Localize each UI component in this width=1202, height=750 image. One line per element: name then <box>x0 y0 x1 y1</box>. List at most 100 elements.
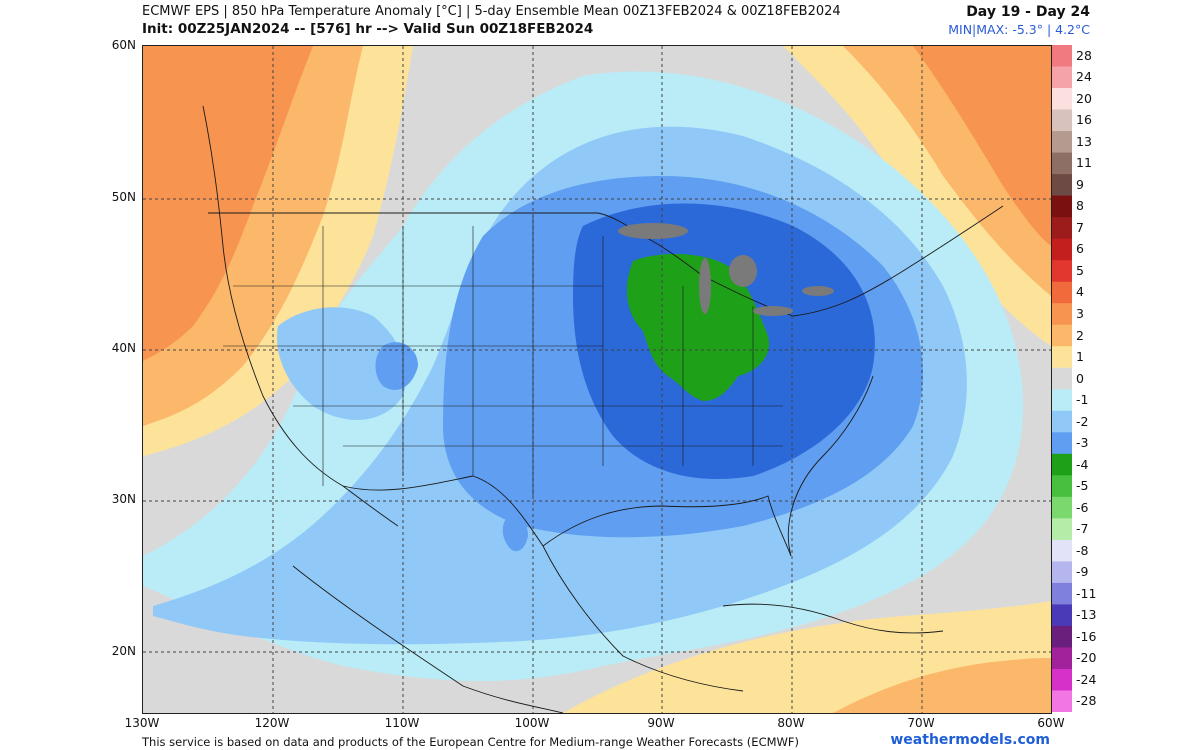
great-lakes <box>618 223 834 316</box>
colorbar-label: 16 <box>1076 112 1092 128</box>
colorbar <box>1052 45 1072 712</box>
colorbar-label: -20 <box>1076 650 1097 666</box>
lake-michigan <box>699 258 711 314</box>
lon-label-60w: 60W <box>1037 716 1065 730</box>
colorbar-swatch <box>1052 346 1072 369</box>
colorbar-label: 13 <box>1076 133 1092 149</box>
colorbar-label: 8 <box>1076 198 1084 214</box>
colorbar-label: -16 <box>1076 628 1097 644</box>
day-range-label: Day 19 - Day 24 <box>966 4 1090 20</box>
state-lines-horizontal <box>223 285 783 447</box>
us-mexico-border <box>342 475 544 547</box>
colorbar-label: -11 <box>1076 585 1097 601</box>
colorbar-label: 7 <box>1076 219 1084 235</box>
colorbar-label: 3 <box>1076 306 1084 321</box>
colorbar-swatch <box>1052 281 1072 304</box>
colorbar-label: 1 <box>1076 349 1084 364</box>
anomaly-minus3-rockies <box>375 342 418 390</box>
west-coastline <box>202 105 399 527</box>
colorbar-label: 4 <box>1076 284 1084 300</box>
colorbar-swatch <box>1052 604 1072 627</box>
colorbar-swatch <box>1052 625 1072 648</box>
colorbar-swatch <box>1052 88 1072 111</box>
graticule <box>143 46 1051 713</box>
colorbar-label: 20 <box>1076 90 1092 106</box>
lake-superior <box>618 223 688 239</box>
colorbar-swatch <box>1052 174 1072 197</box>
lake-erie <box>753 306 793 316</box>
colorbar-label: 0 <box>1076 370 1084 386</box>
gulf-atlantic-coast <box>542 375 874 557</box>
colorbar-label: -2 <box>1076 413 1089 429</box>
anomaly-map <box>142 45 1052 714</box>
state-lines <box>322 216 754 496</box>
colorbar-swatch <box>1052 66 1072 89</box>
anomaly-se-plus2 <box>833 658 1051 713</box>
colorbar-label: -8 <box>1076 542 1089 558</box>
colorbar-label: -13 <box>1076 607 1097 623</box>
lon-label-130w: 130W <box>124 716 160 730</box>
colorbar-swatch <box>1052 303 1072 326</box>
colorbar-swatch <box>1052 453 1072 476</box>
lat-label-50n: 50N <box>111 190 136 204</box>
footer-attribution: This service is based on data and produc… <box>142 735 799 749</box>
colorbar-swatch <box>1052 367 1072 390</box>
min-max-label: MIN|MAX: -5.3° | 4.2°C <box>948 22 1090 37</box>
cuba-outline <box>722 603 944 634</box>
colorbar-label: 9 <box>1076 176 1084 192</box>
colorbar-label: 5 <box>1076 262 1084 278</box>
lat-label-40n: 40N <box>111 341 136 355</box>
colorbar-label: -5 <box>1076 478 1089 494</box>
lake-ontario <box>802 286 834 296</box>
colorbar-label: -3 <box>1076 435 1089 450</box>
footer-brand-link[interactable]: weathermodels.com <box>890 732 1050 748</box>
anomaly-minus2-basin <box>277 307 407 420</box>
colorbar-swatch <box>1052 475 1072 498</box>
mexico-pacific-coast <box>292 565 564 713</box>
init-valid-line: Init: 00Z25JAN2024 -- [576] hr --> Valid… <box>142 21 594 37</box>
colorbar-swatch <box>1052 238 1072 261</box>
colorbar-label: -24 <box>1076 671 1097 687</box>
lon-label-100w: 100W <box>514 716 550 730</box>
colorbar-swatch <box>1052 152 1072 175</box>
colorbar-label: -7 <box>1076 521 1089 537</box>
lon-label-120w: 120W <box>254 716 290 730</box>
colorbar-label: 2 <box>1076 327 1084 343</box>
colorbar-swatch <box>1052 217 1072 240</box>
lon-label-80w: 80W <box>777 716 805 730</box>
colorbar-label: 11 <box>1076 155 1092 171</box>
colorbar-swatch <box>1052 582 1072 605</box>
map-canvas <box>143 46 1051 713</box>
colorbar-swatch <box>1052 647 1072 670</box>
colorbar-swatch <box>1052 690 1072 712</box>
lon-label-70w: 70W <box>907 716 935 730</box>
colorbar-label: -6 <box>1076 499 1089 515</box>
colorbar-swatch <box>1052 410 1072 433</box>
anomaly-ne-plus3 <box>913 46 1051 246</box>
mexico-gulf-coast <box>542 545 744 692</box>
colorbar-swatch <box>1052 45 1072 68</box>
colorbar-label: -1 <box>1076 392 1089 407</box>
colorbar-label: 6 <box>1076 241 1084 257</box>
colorbar-label: 24 <box>1076 69 1092 85</box>
colorbar-label: -28 <box>1076 693 1097 709</box>
lon-label-90w: 90W <box>647 716 675 730</box>
lake-huron <box>729 255 757 287</box>
lat-label-30n: 30N <box>111 492 136 506</box>
lon-label-110w: 110W <box>384 716 420 730</box>
colorbar-swatch <box>1052 389 1072 412</box>
map-title: ECMWF EPS | 850 hPa Temperature Anomaly … <box>142 4 841 19</box>
colorbar-swatch <box>1052 539 1072 562</box>
colorbar-swatch <box>1052 195 1072 218</box>
anomaly-minus3-mexico <box>502 514 528 552</box>
colorbar-swatch <box>1052 518 1072 541</box>
colorbar-swatch <box>1052 109 1072 132</box>
colorbar-label: 28 <box>1076 47 1092 63</box>
colorbar-swatch <box>1052 668 1072 691</box>
anomaly-west-plus3 <box>143 46 313 361</box>
lat-label-60n: 60N <box>111 38 136 52</box>
lat-label-20n: 20N <box>111 644 136 658</box>
colorbar-label: -4 <box>1076 456 1089 472</box>
colorbar-swatch <box>1052 561 1072 584</box>
colorbar-swatch <box>1052 432 1072 455</box>
